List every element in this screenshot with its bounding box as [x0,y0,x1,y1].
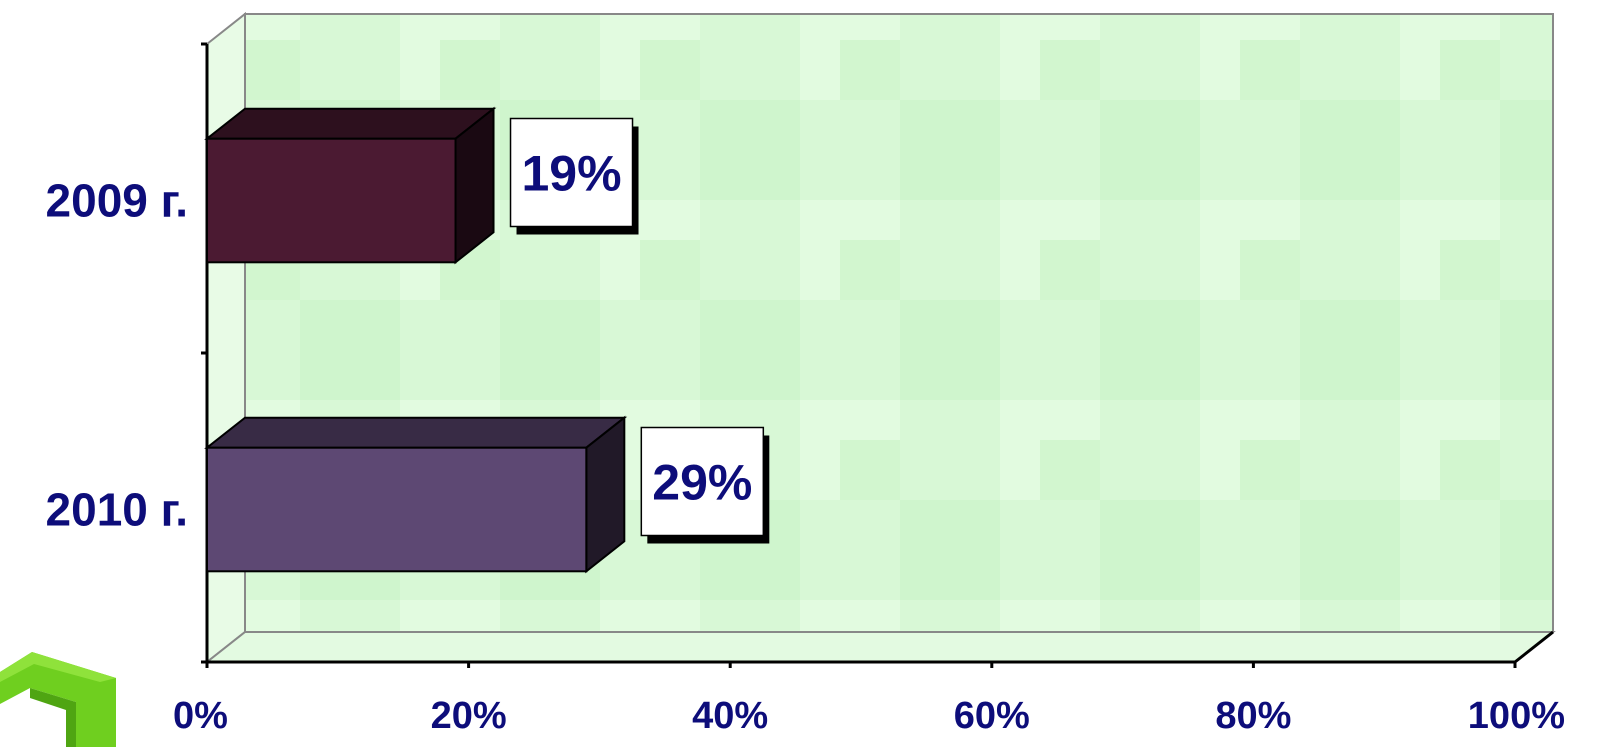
x-tick-label: 80% [1215,695,1291,737]
bar-top-face [204,416,628,449]
x-tick-label: 20% [431,695,507,737]
category-label: 2010 г. [46,484,188,536]
x-tick-label: 0% [173,695,228,737]
x-tick-label: 60% [954,695,1030,737]
data-label: 19% [521,146,621,202]
x-axis-depth-line [1514,630,1554,664]
category-label: 2009 г. [46,175,188,227]
x-tick-label: 100% [1468,695,1565,737]
data-label-box [509,117,634,228]
data-label-box [640,426,765,537]
bar [206,137,457,264]
plot-floor [204,631,1556,663]
x-tick-label: 40% [692,695,768,737]
bar-top-face [204,107,497,140]
bar [206,446,588,573]
data-label: 29% [652,455,752,511]
